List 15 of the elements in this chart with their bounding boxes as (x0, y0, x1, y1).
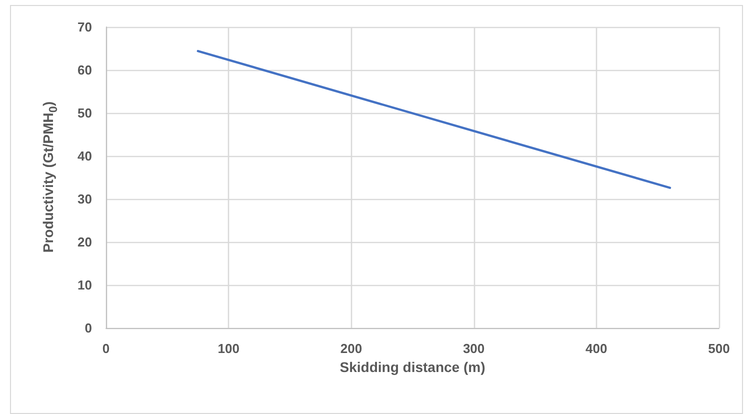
y-tick-label: 20 (78, 234, 92, 250)
x-tick-label: 500 (708, 341, 730, 356)
y-tick-label: 10 (78, 278, 92, 292)
y-tick-label: 60 (78, 62, 92, 78)
x-tick-label: 300 (462, 341, 485, 356)
y-tick-label: 0 (84, 320, 92, 336)
y-tick-label: 30 (78, 192, 92, 206)
x-tick-label: 200 (340, 341, 362, 356)
y-tick-label: 70 (78, 20, 92, 34)
x-tick-label: 0 (102, 341, 110, 356)
x-tick-label: 100 (218, 341, 240, 356)
x-tick-label: 400 (586, 341, 608, 356)
x-axis-title: Skidding distance (m) (340, 358, 486, 375)
y-tick-label: 50 (78, 106, 92, 120)
y-tick-label: 40 (78, 148, 92, 164)
